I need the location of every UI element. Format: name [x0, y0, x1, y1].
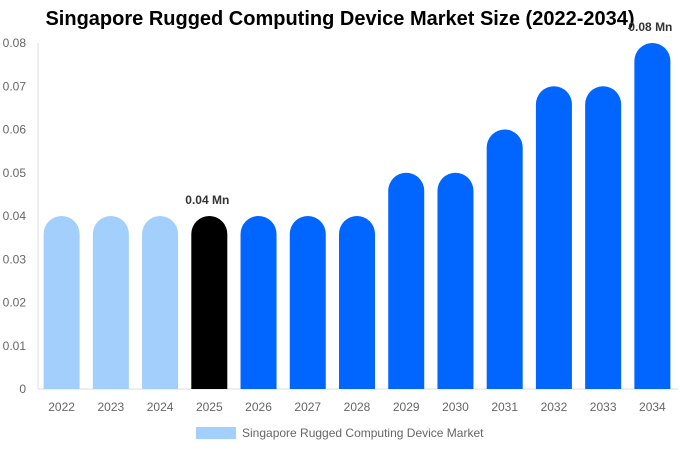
x-tick-label: 2027 [294, 400, 321, 414]
legend-swatch [196, 427, 236, 439]
bar-2024[interactable] [142, 216, 179, 389]
x-tick-label: 2028 [344, 400, 371, 414]
bar-2030[interactable] [437, 172, 474, 389]
bar-2023[interactable] [92, 216, 129, 389]
x-tick-label: 2033 [590, 400, 617, 414]
bar-2026[interactable] [240, 216, 277, 389]
y-tick-label: 0.02 [3, 296, 27, 310]
bar-2025[interactable] [191, 216, 228, 389]
x-tick-label: 2023 [97, 400, 124, 414]
y-tick-label: 0.06 [3, 123, 27, 137]
data-label-2025: 0.04 Mn [185, 193, 229, 207]
x-tick-label: 2025 [196, 400, 223, 414]
bar-2027[interactable] [289, 216, 326, 389]
x-tick-label: 2029 [393, 400, 420, 414]
bar-2022[interactable] [43, 215, 80, 389]
y-tick-label: 0.01 [3, 339, 27, 353]
y-tick-label: 0.05 [3, 166, 27, 180]
y-tick-label: 0.04 [3, 209, 27, 223]
x-tick-label: 2031 [491, 400, 518, 414]
chart-title: Singapore Rugged Computing Device Market… [45, 8, 635, 30]
y-tick-label: 0.03 [3, 252, 27, 266]
x-tick-label: 2032 [541, 400, 568, 414]
bar-2029[interactable] [388, 172, 425, 389]
bar-2028[interactable] [339, 216, 375, 389]
x-tick-label: 2024 [147, 400, 174, 414]
data-label-2034: 0.08 Mn [628, 20, 672, 34]
bar-2032[interactable] [535, 86, 572, 389]
bar-2031[interactable] [486, 129, 523, 390]
bar-2034[interactable] [634, 43, 671, 389]
y-tick-label: 0.08 [3, 36, 27, 50]
y-tick-label: 0.07 [3, 79, 27, 93]
legend-label: Singapore Rugged Computing Device Market [242, 426, 484, 440]
y-tick-label: 0 [19, 382, 26, 396]
x-tick-label: 2034 [639, 400, 666, 414]
legend[interactable]: Singapore Rugged Computing Device Market [196, 426, 483, 440]
x-tick-label: 2030 [442, 400, 469, 414]
x-tick-label: 2022 [48, 400, 75, 414]
bar-2033[interactable] [585, 86, 622, 389]
x-tick-label: 2026 [245, 400, 272, 414]
